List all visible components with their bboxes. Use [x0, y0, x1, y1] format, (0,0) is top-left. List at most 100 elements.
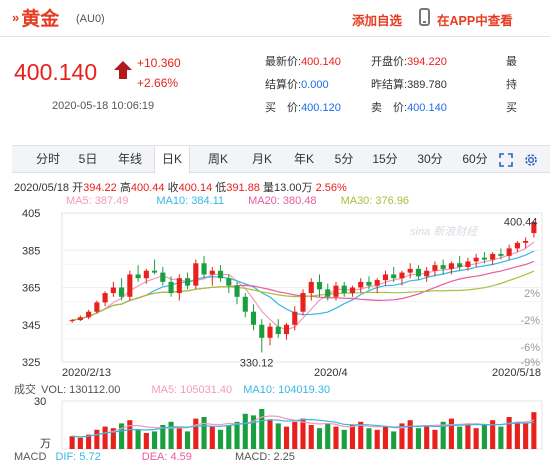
candle-body — [399, 272, 405, 279]
close-label: 收 — [167, 182, 179, 194]
min-price-label: 330.12 — [240, 357, 274, 369]
volume-unit-label: 万 — [40, 438, 51, 450]
candle-body — [242, 296, 248, 312]
ohlc-info: 2020/05/18 开394.22 高400.44 收400.14 低391.… — [14, 179, 347, 195]
quote-field: 开盘价:394.220 — [371, 52, 447, 70]
x-tick-label: 2020/4 — [314, 367, 348, 379]
y-tick-label: 385 — [22, 245, 40, 257]
tab-1[interactable]: 分时 — [35, 152, 60, 166]
quote-timestamp: 2020-05-18 10:06:19 — [52, 100, 155, 112]
quote-field-label: 开盘价: — [371, 56, 408, 68]
y-tick-label: 405 — [22, 208, 40, 220]
tab-4[interactable]: 日K — [154, 146, 190, 174]
tab-2[interactable]: 5日 — [78, 152, 98, 166]
ohlc-date: 2020/05/18 — [14, 182, 70, 194]
ma-legend-item: MA10: 384.11 — [156, 195, 225, 207]
volume-bar — [217, 429, 224, 449]
breadcrumb-arrow-icon: » — [12, 10, 20, 25]
candle-body — [292, 311, 298, 325]
volume-label: 量 — [263, 182, 274, 194]
macd-dif: DIF: 5.72 — [55, 451, 101, 463]
tab-11[interactable]: 60分 — [462, 152, 488, 166]
tab-9[interactable]: 15分 — [372, 152, 398, 166]
max-price-label: 400.44 — [504, 216, 538, 228]
volume-bar — [366, 428, 372, 449]
quote-field-value: 389.780 — [407, 79, 447, 91]
candle-body — [514, 242, 520, 249]
up-arrow-icon — [114, 61, 132, 79]
candle-body — [209, 270, 215, 275]
candle-body — [300, 293, 306, 312]
tab-3[interactable]: 年线 — [117, 152, 142, 166]
y-tick-label: 325 — [22, 357, 40, 369]
volume-bar — [514, 421, 520, 449]
candle-body — [119, 287, 125, 297]
quote-field: 最新价:400.140 — [265, 52, 341, 70]
volume-bar — [506, 417, 512, 449]
view-in-app-button[interactable]: 在APP中查看 — [437, 14, 513, 28]
tab-5[interactable]: 周K — [207, 152, 228, 166]
volume-bar — [490, 420, 496, 449]
volume-bar — [135, 429, 141, 449]
candle-body — [193, 263, 199, 286]
tab-10[interactable]: 30分 — [417, 152, 443, 166]
last-price: 400.140 — [14, 59, 98, 85]
candle-body — [481, 257, 487, 260]
volume-bar — [473, 428, 479, 449]
candle-body — [341, 285, 347, 294]
candle-body — [316, 281, 323, 290]
candle-body — [374, 280, 380, 286]
candle-body — [135, 274, 141, 279]
add-watchlist-button[interactable]: 添加自选 — [352, 14, 403, 28]
commodity-code: (AU0) — [76, 13, 105, 25]
candle-body — [498, 253, 504, 256]
candle-body — [325, 289, 331, 297]
volume-bar — [448, 418, 454, 449]
quote-field-label: 买 — [506, 102, 517, 114]
ma-legend-item: MA20: 380.48 — [248, 195, 317, 207]
settings-icon[interactable] — [524, 153, 538, 167]
candle-body — [267, 326, 273, 338]
quote-field-label: 最新价: — [265, 56, 302, 68]
candlestick-chart: 405 385 365 345 325 2% -2% -6% -9% sina 新浪财经 400.4… — [22, 208, 543, 379]
candle-body — [102, 293, 108, 303]
chart-frame — [61, 212, 543, 363]
candle-body — [168, 281, 174, 294]
volume-tick-label: 30 — [34, 396, 46, 408]
quote-field: 最 — [506, 52, 517, 70]
tab-6[interactable]: 月K — [251, 152, 272, 166]
volume-bar — [69, 436, 75, 449]
page-title: » 黄金 — [12, 4, 59, 31]
ma-legend-item: MA30: 376.96 — [340, 195, 410, 207]
open-label: 开 — [72, 182, 84, 194]
change-amount: +10.360 — [137, 56, 181, 70]
candle-body — [308, 281, 314, 294]
volume-bar — [424, 425, 430, 449]
volume-bar — [399, 423, 405, 449]
candle-body — [448, 263, 454, 269]
volume-bar — [457, 426, 463, 449]
x-tick-label: 2020/2/13 — [62, 367, 111, 379]
macd-dea: DEA: 4.59 — [141, 451, 192, 463]
candle-body — [440, 265, 446, 269]
quote-field-label: 买 价: — [265, 102, 302, 114]
pct-tick-label: -9% — [520, 357, 540, 369]
volume-chart: 30 万 — [34, 396, 543, 450]
volume-bar — [382, 426, 389, 449]
quote-field: 昨结算:389.780 — [371, 75, 447, 93]
quote-field: 卖 价:400.140 — [371, 98, 447, 116]
volume-ma5: MA5: 105031.40 — [151, 384, 233, 396]
volume-bar — [333, 426, 339, 449]
close-value: 400.14 — [178, 182, 213, 194]
tab-7[interactable]: 年K — [293, 152, 314, 166]
volume-bar — [119, 423, 125, 449]
candle-body — [333, 285, 339, 297]
ma-legend: MA5: 387.49 MA10: 384.11 MA20: 380.48 MA30:… — [66, 195, 433, 207]
tab-8[interactable]: 5分 — [334, 152, 354, 166]
volume-ma-line — [72, 419, 534, 438]
volume-bar — [349, 425, 356, 449]
fullscreen-icon[interactable] — [499, 153, 513, 167]
candle-body — [531, 222, 537, 234]
volume-bar — [391, 431, 397, 449]
volume-bar — [234, 421, 240, 449]
